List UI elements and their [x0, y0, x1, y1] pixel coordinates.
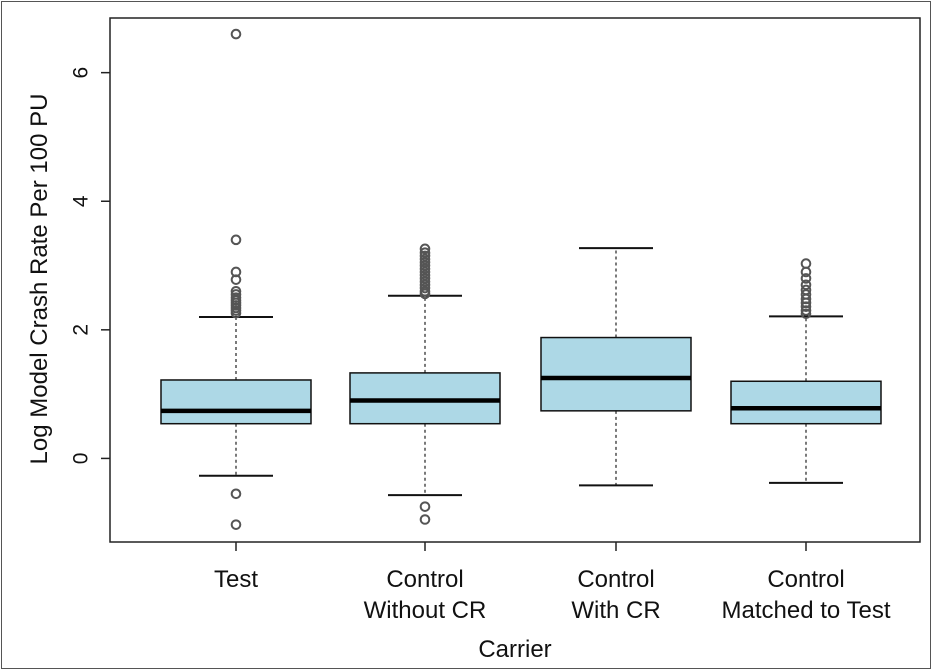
outlier-point [230, 266, 242, 278]
iqr-box [349, 372, 501, 425]
outlier-point [419, 285, 431, 297]
outlier-point [419, 247, 431, 258]
box-group [349, 243, 501, 525]
outlier-point [230, 285, 242, 297]
outlier-point [800, 273, 812, 284]
plot-area [109, 17, 921, 543]
outlier-point [419, 243, 431, 255]
x-tick-label: Control [577, 566, 654, 593]
x-tick-label: Matched to Test [722, 597, 891, 624]
box-group [160, 28, 312, 530]
outlier-point [800, 308, 812, 320]
y-tick-label: 2 [70, 324, 93, 336]
x-tick-label: Control [386, 566, 463, 593]
outlier-point [419, 273, 431, 284]
outlier-point [419, 501, 431, 512]
x-axis: Test Control Without CR Control With CR Contr… [214, 542, 891, 624]
outlier-point [800, 258, 812, 269]
y-tick-label: 4 [70, 195, 93, 207]
box-group [540, 247, 692, 487]
boxes [160, 28, 882, 530]
outlier-point [419, 266, 431, 278]
outlier-point [230, 289, 242, 300]
outlier-point [419, 279, 431, 291]
outlier-point [419, 253, 431, 265]
iqr-box [730, 380, 882, 425]
x-tick-label: With CR [571, 597, 660, 624]
outlier-point [800, 279, 812, 291]
outlier-point [419, 263, 431, 275]
iqr-box [160, 379, 312, 425]
y-axis-title: Log Model Crash Rate Per 100 PU [26, 94, 53, 465]
y-tick-label: 6 [70, 67, 93, 79]
outlier-point [419, 250, 431, 262]
y-tick-label: 0 [70, 453, 93, 465]
outlier-point [230, 28, 242, 40]
x-axis-title: Carrier [478, 636, 551, 663]
outlier-point [419, 514, 431, 525]
outlier-point [800, 289, 812, 300]
outlier-point [230, 292, 242, 303]
outlier-point [419, 260, 431, 271]
outlier-point [419, 276, 431, 287]
outlier-point [230, 234, 242, 246]
x-tick-label: Test [214, 566, 258, 593]
iqr-box [540, 336, 692, 412]
x-tick-label: Without CR [364, 597, 487, 624]
box-group [730, 258, 882, 484]
outlier-point [230, 488, 242, 500]
outlier-point [230, 519, 242, 530]
outlier-point [419, 282, 431, 294]
outlier-point [800, 284, 812, 296]
x-tick-label: Control [767, 566, 844, 593]
outlier-point [419, 257, 431, 268]
y-axis: 0 2 4 6 [70, 67, 110, 464]
outlier-point [419, 269, 431, 281]
